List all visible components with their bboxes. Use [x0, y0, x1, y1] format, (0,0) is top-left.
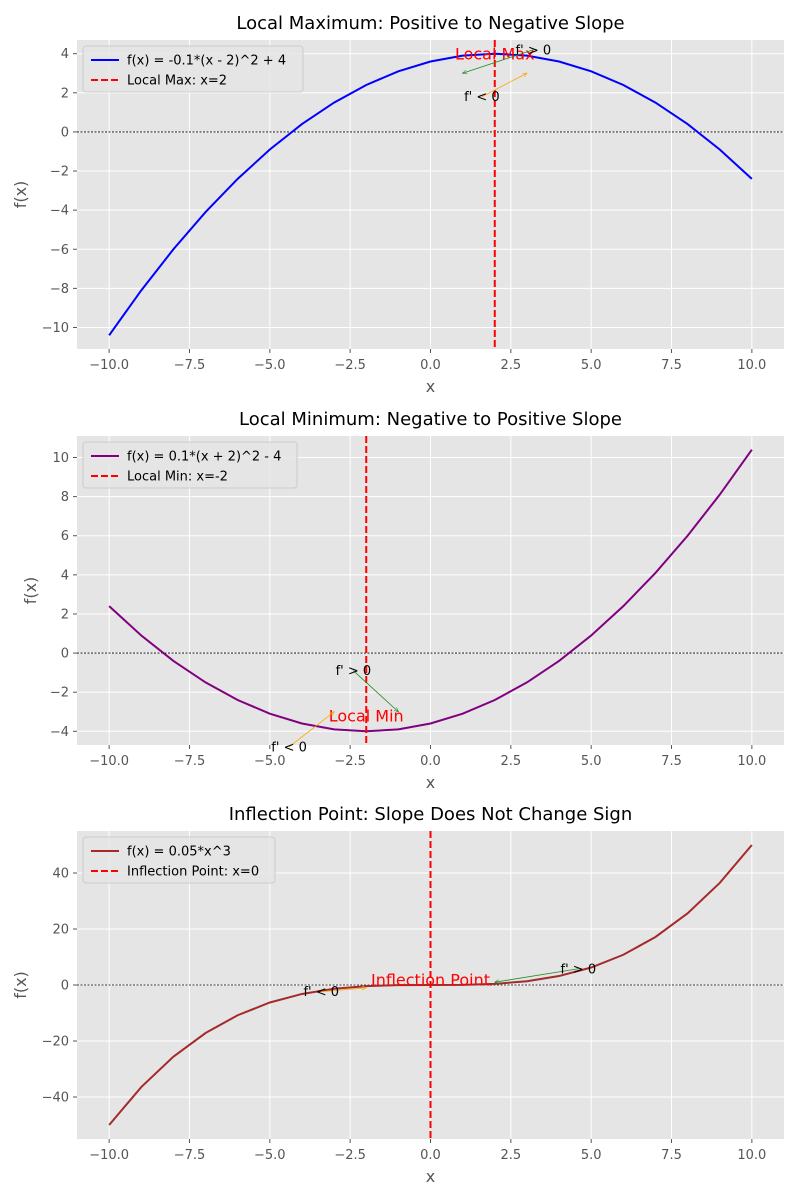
y-tick-label: 4 — [61, 47, 69, 62]
y-tick-label: 40 — [52, 867, 69, 882]
x-tick-label: 5.0 — [581, 754, 602, 769]
annotation-label: Local Max — [455, 45, 535, 64]
y-axis-label: f(x) — [11, 181, 30, 209]
x-tick-label: −10.0 — [89, 754, 129, 769]
legend-label-series: f(x) = 0.05*x^3 — [127, 845, 231, 860]
x-tick-label: −2.5 — [334, 358, 366, 373]
x-tick-label: −7.5 — [174, 754, 206, 769]
x-tick-label: 5.0 — [581, 1148, 602, 1163]
x-tick-label: 7.5 — [661, 358, 682, 373]
x-axis-label: x — [426, 377, 435, 396]
annotation-arrow — [481, 73, 527, 98]
series-line — [108, 52, 753, 336]
y-tick-label: −6 — [50, 243, 69, 258]
legend-box — [82, 45, 304, 93]
y-tick-label: 10 — [52, 451, 69, 466]
chart-panel-2: −10.0 −7.5 −5.0 −2.5 0.0 2.5 5.0 7.5 10.0 −4 −2 0 2 4… — [21, 409, 784, 792]
chart-panel-3: −10.0 −7.5 −5.0 −2.5 0.0 2.5 5.0 7.5 10.0 −40 −20 0… — [11, 804, 784, 1186]
x-tick-label: 2.5 — [500, 358, 521, 373]
x-tick-label: 7.5 — [661, 754, 682, 769]
x-axis-label: x — [426, 773, 435, 792]
x-tick-label: 7.5 — [661, 1148, 682, 1163]
legend-box — [82, 441, 298, 489]
x-tick-label: −2.5 — [334, 1148, 366, 1163]
y-tick-label: −2 — [50, 165, 69, 180]
annotation-arrow — [463, 49, 534, 73]
chart-title: Local Minimum: Negative to Positive Slop… — [239, 409, 622, 430]
legend: f(x) = 0.1*(x + 2)^2 - 4 Local Min: x=-2 — [82, 441, 298, 489]
annotation-arrow — [321, 988, 366, 993]
legend-box — [82, 836, 276, 884]
annotation-label: f' < 0 — [303, 985, 339, 1000]
x-axis-label: x — [426, 1167, 435, 1186]
x-tick-label: 2.5 — [500, 1148, 521, 1163]
x-tick-label: 10.0 — [737, 754, 766, 769]
legend-label-series: f(x) = -0.1*(x - 2)^2 + 4 — [127, 54, 286, 69]
y-tick-label: −2 — [50, 686, 69, 701]
annotation-arrow — [288, 712, 334, 748]
x-tick-label: −7.5 — [174, 358, 206, 373]
y-tick-label: −40 — [42, 1091, 69, 1106]
x-tick-label: −5.0 — [254, 1148, 286, 1163]
legend-label-vline: Local Min: x=-2 — [127, 470, 228, 485]
x-tick-label: 5.0 — [581, 358, 602, 373]
y-tick-label: 20 — [52, 923, 69, 938]
x-tick-label: −7.5 — [174, 1148, 206, 1163]
y-tick-label: −4 — [50, 725, 69, 740]
x-tick-label: −10.0 — [89, 1148, 129, 1163]
y-tick-label: 6 — [61, 529, 69, 544]
legend-label-vline: Inflection Point: x=0 — [127, 865, 259, 880]
y-tick-label: −4 — [50, 204, 69, 219]
y-tick-label: 8 — [61, 490, 69, 505]
x-tick-label: −10.0 — [89, 358, 129, 373]
x-tick-label: 2.5 — [500, 754, 521, 769]
legend: f(x) = -0.1*(x - 2)^2 + 4 Local Max: x=2 — [82, 45, 304, 93]
annotation-label: f' < 0 — [271, 740, 307, 755]
y-tick-label: 0 — [61, 979, 69, 994]
chart-title: Inflection Point: Slope Does Not Change … — [229, 804, 633, 825]
x-tick-label: −5.0 — [254, 754, 286, 769]
x-tick-label: 0.0 — [420, 1148, 441, 1163]
y-tick-label: 2 — [61, 607, 69, 622]
chart-title: Local Maximum: Positive to Negative Slop… — [236, 13, 624, 34]
legend-label-series: f(x) = 0.1*(x + 2)^2 - 4 — [127, 450, 281, 465]
y-tick-label: −8 — [50, 282, 69, 297]
annotation-label: Inflection Point — [371, 970, 490, 989]
annotation-label: f' > 0 — [336, 664, 372, 679]
x-tick-label: 10.0 — [737, 1148, 766, 1163]
x-tick-label: 10.0 — [737, 358, 766, 373]
y-tick-label: 0 — [61, 125, 69, 140]
y-axis-label: f(x) — [11, 971, 30, 999]
series-line — [108, 449, 753, 733]
annotation-label: f' > 0 — [516, 43, 552, 58]
y-tick-label: −20 — [42, 1035, 69, 1050]
legend: f(x) = 0.05*x^3 Inflection Point: x=0 — [82, 836, 276, 884]
annotation-label: f' < 0 — [464, 90, 500, 105]
annotation-label: Local Min — [329, 707, 404, 726]
x-tick-label: 0.0 — [420, 754, 441, 769]
y-axis-label: f(x) — [21, 577, 40, 605]
x-tick-label: −5.0 — [254, 358, 286, 373]
annotation-arrow — [353, 670, 398, 712]
annotation-label: f' > 0 — [561, 962, 597, 977]
y-tick-label: 0 — [61, 647, 69, 662]
x-tick-label: −2.5 — [334, 754, 366, 769]
y-tick-label: 4 — [61, 568, 69, 583]
y-tick-label: −10 — [42, 321, 69, 336]
annotation-arrow — [495, 968, 579, 982]
x-tick-label: 0.0 — [420, 358, 441, 373]
chart-panel-1: −10.0 −7.5 −5.0 −2.5 0.0 2.5 5.0 7.5 10.0 −10 −8 −6… — [11, 13, 784, 396]
y-tick-label: 2 — [61, 86, 69, 101]
legend-label-vline: Local Max: x=2 — [127, 74, 227, 89]
